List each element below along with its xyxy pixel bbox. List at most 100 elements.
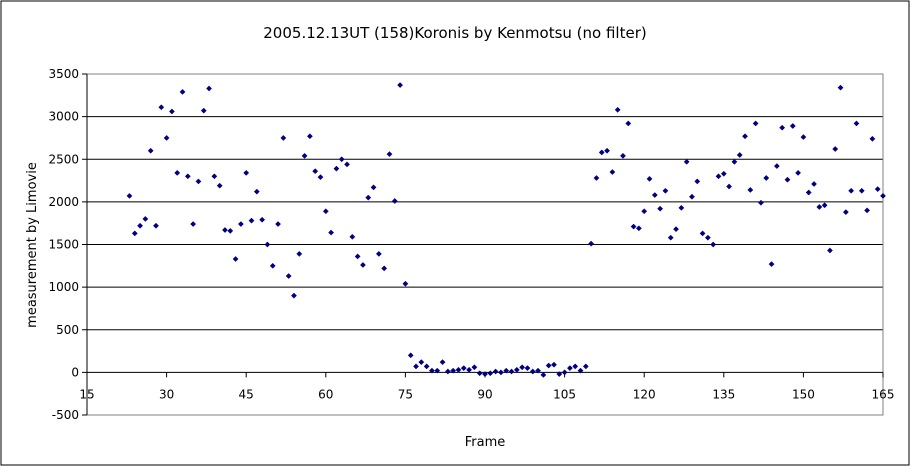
data-point: [842, 209, 849, 216]
data-point: [503, 367, 510, 374]
data-point: [381, 265, 388, 272]
data-point: [418, 359, 425, 366]
data-point: [322, 208, 329, 215]
data-point: [816, 204, 823, 210]
chart-title: 2005.12.13UT (158)Koronis by Kenmotsu (n…: [263, 24, 646, 42]
data-point: [657, 205, 664, 212]
data-point: [391, 198, 398, 204]
data-point: [131, 230, 138, 237]
data-point: [694, 178, 701, 185]
data-point: [673, 226, 679, 233]
data-point: [296, 250, 303, 257]
data-point: [359, 262, 366, 268]
data-point: [349, 233, 356, 240]
data-point: [460, 365, 467, 372]
data-point: [779, 124, 786, 131]
data-point: [763, 175, 770, 181]
y-tick-label: 3500: [48, 67, 79, 81]
data-point: [646, 175, 653, 182]
data-point: [216, 182, 223, 189]
data-point: [768, 261, 775, 268]
data-point: [747, 186, 754, 193]
data-point: [227, 227, 234, 234]
data-point: [689, 193, 695, 200]
data-point: [826, 247, 833, 254]
data-point: [434, 367, 441, 374]
y-tick-label: 2500: [48, 152, 79, 166]
data-point: [635, 225, 642, 232]
data-point: [551, 361, 557, 368]
data-point: [704, 234, 711, 241]
data-point: [137, 222, 144, 229]
x-tick-label: 135: [712, 387, 735, 401]
data-point: [566, 365, 573, 372]
data-point: [168, 108, 175, 115]
data-points: [126, 82, 886, 378]
x-tick-label: 45: [239, 387, 254, 401]
data-point: [365, 194, 372, 201]
data-point: [731, 158, 738, 165]
data-point: [699, 230, 706, 237]
data-point: [593, 175, 600, 181]
data-point: [789, 123, 796, 129]
data-point: [524, 365, 531, 372]
y-tick-label: -500: [52, 408, 79, 422]
data-point: [821, 202, 828, 209]
data-point: [200, 107, 207, 114]
data-point: [837, 84, 844, 91]
data-point: [620, 152, 626, 159]
data-point: [248, 217, 255, 224]
data-point: [535, 367, 542, 374]
y-tick-label: 3000: [48, 110, 79, 124]
data-point: [614, 106, 621, 113]
x-tick-label: 30: [159, 387, 174, 401]
data-point: [641, 208, 648, 215]
data-point: [864, 207, 871, 214]
data-point: [317, 174, 324, 181]
data-point: [874, 186, 881, 193]
data-point: [413, 363, 419, 370]
data-point: [471, 364, 478, 371]
data-point: [588, 240, 595, 247]
data-point: [683, 158, 690, 165]
data-point: [492, 368, 499, 375]
data-point: [312, 168, 319, 175]
data-point: [678, 204, 685, 211]
data-point: [158, 104, 165, 111]
data-point: [710, 241, 717, 248]
data-point: [237, 221, 244, 227]
data-point: [662, 187, 669, 194]
data-point: [354, 253, 361, 260]
data-point: [811, 181, 817, 187]
data-point: [222, 227, 228, 233]
data-point: [773, 163, 780, 170]
data-point: [848, 187, 855, 194]
x-axis-label: Frame: [465, 435, 506, 450]
x-tick-label: 60: [318, 387, 333, 401]
data-point: [556, 371, 563, 378]
data-point: [423, 363, 430, 370]
data-point: [736, 152, 743, 158]
data-point: [407, 352, 414, 359]
data-point: [370, 184, 377, 191]
data-point: [397, 82, 404, 89]
y-tick-label: 2000: [48, 195, 79, 209]
y-tick-label: 0: [71, 365, 79, 379]
data-point: [211, 173, 218, 180]
data-point: [869, 135, 876, 142]
data-point: [142, 215, 149, 222]
data-point: [577, 367, 584, 374]
data-point: [291, 292, 297, 299]
data-point: [466, 366, 473, 373]
y-axis-label: measurement by Limovie: [25, 162, 40, 328]
data-point: [450, 367, 457, 374]
x-tick-label: 75: [398, 387, 413, 401]
data-point: [800, 134, 807, 141]
data-point: [742, 133, 748, 140]
data-point: [259, 216, 266, 223]
data-point: [726, 183, 733, 190]
data-point: [667, 234, 674, 241]
